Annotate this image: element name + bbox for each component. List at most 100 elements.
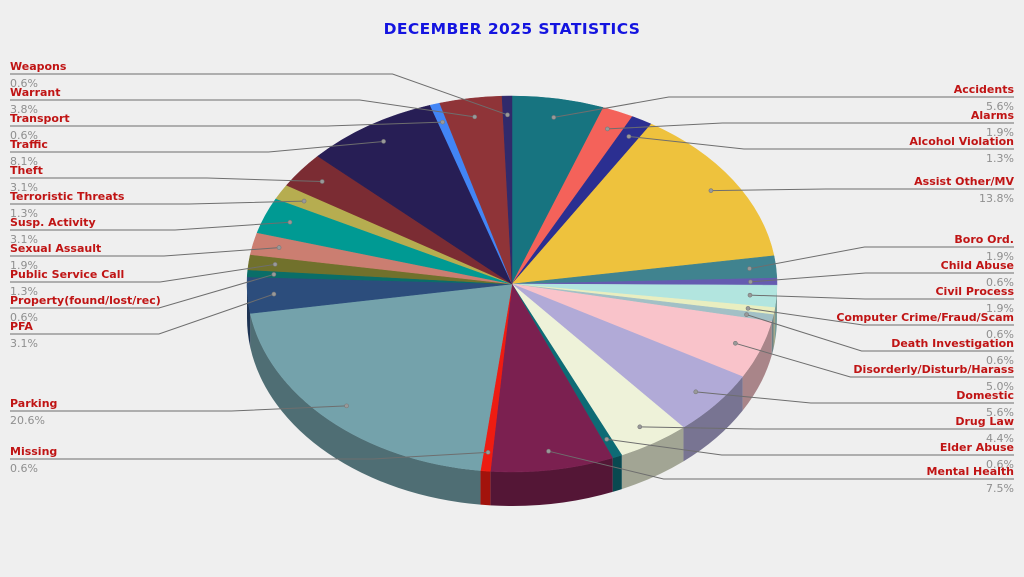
slice-label-disorderly-disturb-harass: Disorderly/Disturb/Harass 5.0% <box>853 364 1014 393</box>
slice-percent-text: 0.6% <box>986 276 1014 289</box>
leader-line-assist-other-mv <box>710 188 1014 192</box>
slice-percent-text: 1.3% <box>986 152 1014 165</box>
slice-percent-text: 8.1% <box>10 155 38 168</box>
slice-label-text: Computer Crime/Fraud/Scam <box>836 311 1014 324</box>
slice-percent-text: 3.8% <box>10 103 38 116</box>
leader-dot-assist-other-mv <box>708 188 714 193</box>
leader-line-theft <box>10 177 323 183</box>
leader-line-transport <box>10 121 443 127</box>
slice-label-text: Assist Other/MV <box>914 175 1014 188</box>
slice-percent-text: 1.3% <box>10 285 38 298</box>
pie-slice-traffic[interactable] <box>317 104 513 285</box>
slice-label-text: Disorderly/Disturb/Harass <box>853 363 1014 376</box>
leader-line-public-service-call <box>10 263 276 283</box>
leader-dot-theft <box>319 179 325 184</box>
slice-label-text: Alarms <box>970 109 1014 122</box>
leader-dot-alarms <box>605 126 610 132</box>
leader-dot-missing <box>485 450 491 455</box>
leader-line-sexual-assault <box>10 247 280 257</box>
leader-line-computer-crime-fraud-scam <box>747 307 1014 326</box>
pie-slice-assist-other-mv[interactable] <box>511 123 775 285</box>
pie-slice-mental-health[interactable] <box>490 283 614 473</box>
leader-line-missing <box>10 451 489 460</box>
slice-percent-text: 3.1% <box>10 233 38 246</box>
slice-percent-text: 1.9% <box>986 302 1014 315</box>
slice-label-domestic: Domestic 5.6% <box>956 390 1014 419</box>
slice-percent-text: 20.6% <box>10 414 45 427</box>
slice-percent-text: 1.9% <box>10 259 38 272</box>
slice-label-text: Susp. Activity <box>10 216 96 229</box>
slice-label-text: Theft <box>10 164 43 177</box>
slice-label-missing: Missing 0.6% <box>10 446 57 475</box>
slice-percent-text: 0.6% <box>10 311 38 324</box>
slice-label-text: Alcohol Violation <box>909 135 1014 148</box>
slice-label-text: Mental Health <box>926 465 1014 478</box>
slice-label-child-abuse: Child Abuse 0.6% <box>941 260 1014 289</box>
slice-percent-text: 13.8% <box>979 192 1014 205</box>
leader-dot-civil-process <box>747 292 753 298</box>
slice-label-pfa: PFA 3.1% <box>10 321 38 350</box>
slice-label-text: Domestic <box>956 389 1014 402</box>
slice-label-text: Weapons <box>10 60 67 73</box>
slice-label-property-found-lost-rec: Property(found/lost/rec) 0.6% <box>10 295 161 324</box>
slice-label-weapons: Weapons 0.6% <box>10 61 66 90</box>
leader-line-alcohol-violation <box>628 136 1014 150</box>
leader-dot-mental-health <box>546 448 551 454</box>
leader-line-weapons <box>10 73 508 116</box>
pie-rim-drug-law <box>621 427 684 490</box>
leader-dot-death-investigation <box>744 312 749 317</box>
slice-label-susp-activity: Susp. Activity 3.1% <box>10 217 96 246</box>
slice-label-text: Accidents <box>953 83 1014 96</box>
leader-line-domestic <box>695 391 1014 404</box>
leader-line-property-found-lost-rec <box>10 273 275 309</box>
pie-slice-parking[interactable] <box>249 283 513 471</box>
leader-dot-computer-crime-fraud-scam <box>745 306 751 311</box>
slice-label-drug-law: Drug Law 4.4% <box>955 416 1014 445</box>
slice-label-text: Civil Process <box>935 285 1014 298</box>
leader-dot-warrant <box>472 114 477 120</box>
pie-rim-death-investigation <box>771 314 774 356</box>
slice-label-text: Public Service Call <box>10 268 125 281</box>
slice-label-boro-ord: Boro Ord. 1.9% <box>954 234 1014 263</box>
leader-dot-traffic <box>381 139 386 144</box>
slice-label-sexual-assault: Sexual Assault 1.9% <box>10 243 101 272</box>
pie-rim-disorderly-disturb-harass <box>742 321 772 411</box>
slice-label-text: Missing <box>10 445 58 458</box>
leader-dot-terroristic-threats <box>301 198 307 204</box>
slice-label-death-investigation: Death Investigation 0.6% <box>891 338 1014 367</box>
leader-dot-alcohol-violation <box>626 134 632 139</box>
leader-line-terroristic-threats <box>10 200 305 205</box>
leader-line-parking <box>10 405 347 412</box>
slice-label-public-service-call: Public Service Call 1.3% <box>10 269 124 298</box>
pie-rim-mental-health <box>490 457 613 506</box>
leader-dot-drug-law <box>637 424 643 430</box>
slice-label-text: Death Investigation <box>891 337 1014 350</box>
leader-line-drug-law <box>639 426 1014 430</box>
slice-label-text: Boro Ord. <box>954 233 1014 246</box>
leader-dot-boro-ord <box>747 266 752 271</box>
leader-line-mental-health <box>548 450 1014 480</box>
slice-percent-text: 3.1% <box>10 337 38 350</box>
slice-label-terroristic-threats: Terroristic Threats 1.3% <box>10 191 124 220</box>
slice-label-text: Child Abuse <box>940 259 1014 272</box>
pie-rim-domestic <box>683 376 743 462</box>
leader-dot-property-found-lost-rec <box>271 272 277 277</box>
leader-line-warrant <box>10 99 475 118</box>
slice-label-theft: Theft 3.1% <box>10 165 43 194</box>
pie-rim-computer-crime-fraud-scam <box>773 307 775 349</box>
leader-line-alarms <box>607 122 1014 130</box>
slice-label-warrant: Warrant 3.8% <box>10 87 61 116</box>
slice-label-text: Traffic <box>10 138 48 151</box>
pie-rim-elder-abuse <box>612 455 622 492</box>
slice-percent-text: 0.6% <box>10 129 38 142</box>
pie-slice-weapons[interactable] <box>501 95 513 285</box>
page-title: DECEMBER 2025 STATISTICS <box>383 20 641 38</box>
leader-line-susp-activity <box>10 221 291 231</box>
slice-label-text: Terroristic Threats <box>10 190 125 203</box>
leader-dot-parking <box>344 403 349 409</box>
slice-label-mental-health: Mental Health 7.5% <box>927 466 1014 495</box>
leader-line-elder-abuse <box>606 438 1014 456</box>
leader-dot-child-abuse <box>748 279 753 285</box>
slice-label-text: Elder Abuse <box>939 441 1014 454</box>
